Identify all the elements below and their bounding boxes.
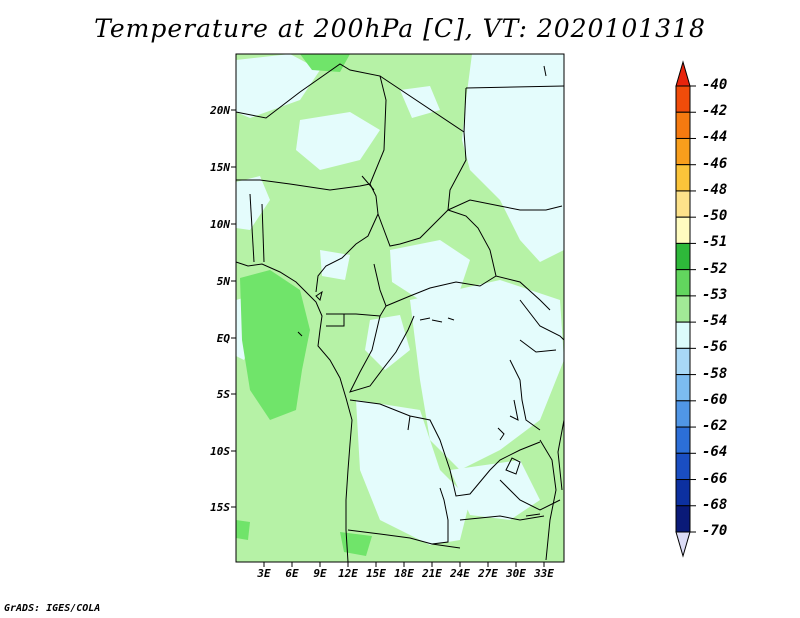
colorbar-label: -40 (702, 77, 728, 93)
country-borders (235, 63, 565, 563)
colorbar-label: -50 (702, 208, 728, 225)
colorbar-top-triangle (675, 60, 691, 87)
colorbar-label: -42 (702, 103, 728, 120)
colorbar-label: -56 (702, 339, 728, 356)
grads-credit: GrADS: IGES/COLA (4, 603, 101, 614)
colorbar-label: -66 (702, 470, 728, 487)
colorbar-swatch (675, 295, 691, 323)
lat-label-5n: 5N (216, 275, 230, 288)
lon-label-15e: 15E (366, 567, 386, 580)
lat-label-20n: 20N (210, 104, 230, 117)
colorbar-swatch (675, 137, 691, 166)
colorbar-label: -58 (702, 365, 728, 382)
colorbar-label: -70 (702, 523, 728, 539)
colorbar-swatch (675, 85, 691, 113)
colorbar-bottom-triangle (675, 531, 691, 558)
colorbar-label: -52 (702, 260, 728, 277)
colorbar-swatch (675, 321, 691, 349)
lat-label-15n: 15N (210, 161, 230, 174)
colorbar-swatch (675, 269, 691, 297)
colorbar-swatch (675, 452, 691, 481)
lat-label-15s: 15S (210, 501, 230, 514)
lat-label-eq: EQ (216, 332, 230, 345)
colorbar-label: -62 (702, 418, 728, 435)
lon-label-12e: 12E (338, 567, 358, 580)
lon-label-24e: 24E (450, 567, 470, 580)
colorbar-label: -44 (702, 129, 728, 146)
lat-label-10n: 10N (210, 218, 230, 231)
colorbar-swatch (675, 400, 691, 428)
colorbar-label: -60 (702, 391, 728, 408)
axis-ticks (231, 109, 545, 567)
lon-label-21e: 21E (422, 567, 442, 580)
colorbar-label: -68 (702, 496, 728, 513)
map-title: Temperature at 200hPa [C], VT: 202010131… (94, 14, 706, 43)
lat-label-5s: 5S (216, 388, 230, 401)
lon-label-9e: 9E (313, 567, 327, 580)
colorbar-label: -48 (702, 181, 728, 198)
map-plot-area (231, 53, 565, 567)
lon-label-3e: 3E (257, 567, 271, 580)
map-frame (235, 53, 565, 563)
lon-label-6e: 6E (285, 567, 299, 580)
lon-label-33e: 33E (534, 567, 554, 580)
colorbar-swatch (675, 374, 691, 402)
lon-label-18e: 18E (394, 567, 414, 580)
colorbar-label: -64 (702, 444, 728, 461)
colorbar-label: -46 (702, 155, 728, 172)
colorbar (675, 60, 696, 558)
colorbar-swatch (675, 111, 691, 139)
lon-label-27e: 27E (478, 567, 498, 580)
colorbar-label: -54 (702, 313, 728, 330)
colorbar-swatch (675, 347, 691, 376)
lon-label-30e: 30E (506, 567, 526, 580)
colorbar-swatch (675, 242, 691, 271)
colorbar-label: -53 (702, 286, 728, 303)
colorbar-swatch (675, 216, 691, 244)
colorbar-swatch (675, 190, 691, 218)
colorbar-swatch (675, 164, 691, 192)
warm-temperature-regions (236, 54, 372, 556)
colorbar-label: -51 (702, 234, 728, 251)
lat-label-10s: 10S (210, 445, 230, 458)
colorbar-swatch (675, 426, 691, 454)
cold-temperature-regions (236, 54, 564, 545)
colorbar-swatch (675, 505, 691, 533)
colorbar-swatch (675, 479, 691, 507)
